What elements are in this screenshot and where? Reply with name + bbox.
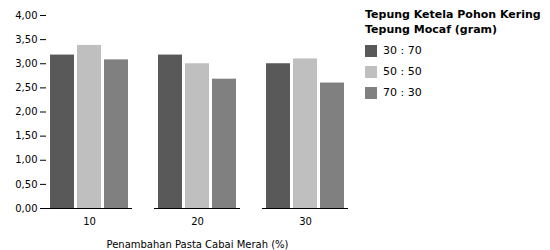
svg-text:0,00: 0,00 [15, 203, 37, 214]
svg-text:1,50: 1,50 [15, 130, 37, 141]
html-text:Tepung Mocaf (gram): Tepung Mocaf (gram) [365, 23, 497, 36]
svg-text:3,00: 3,00 [15, 58, 37, 69]
html-text:70 : 30: 70 : 30 [383, 86, 422, 99]
svg-text:Penambahan Pasta Cabai Merah (: Penambahan Pasta Cabai Merah (%) [106, 239, 288, 250]
svg-text:0,50: 0,50 [15, 179, 37, 190]
svg-text:1,00: 1,00 [15, 154, 37, 165]
svg-text:2,00: 2,00 [15, 106, 37, 117]
svg-text:20: 20 [191, 216, 204, 227]
svg-text:30: 30 [299, 216, 312, 227]
html-text:Tepung Ketela Pohon Kering: Tepung Ketela Pohon Kering [365, 8, 541, 21]
html-text:50 : 50: 50 : 50 [383, 65, 422, 78]
svg-text:3,50: 3,50 [15, 34, 37, 45]
html-text:30 : 70: 30 : 70 [383, 44, 422, 57]
svg-text:4,00: 4,00 [15, 10, 37, 21]
svg-text:10: 10 [83, 216, 96, 227]
svg-text:2,50: 2,50 [15, 82, 37, 93]
